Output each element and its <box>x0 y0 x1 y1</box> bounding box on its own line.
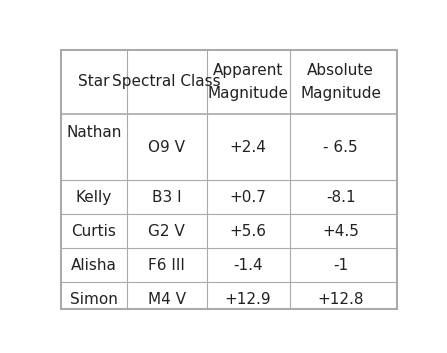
Text: -1: -1 <box>333 258 348 273</box>
Text: B3 I: B3 I <box>152 190 181 205</box>
Text: +5.6: +5.6 <box>230 224 267 239</box>
Text: Curtis: Curtis <box>72 224 116 239</box>
Text: Alisha: Alisha <box>71 258 117 273</box>
Text: Simon: Simon <box>70 292 118 307</box>
Text: M4 V: M4 V <box>148 292 186 307</box>
Text: Apparent
Magnitude: Apparent Magnitude <box>208 63 289 101</box>
Text: Absolute
Magnitude: Absolute Magnitude <box>300 63 381 101</box>
Text: - 6.5: - 6.5 <box>324 140 358 155</box>
Text: Spectral Class: Spectral Class <box>112 74 221 89</box>
Text: +4.5: +4.5 <box>322 224 359 239</box>
Text: Nathan: Nathan <box>66 125 122 140</box>
Text: -8.1: -8.1 <box>326 190 356 205</box>
Text: Star: Star <box>78 74 110 89</box>
Text: F6 III: F6 III <box>148 258 185 273</box>
Text: Kelly: Kelly <box>76 190 112 205</box>
Text: -1.4: -1.4 <box>233 258 263 273</box>
Text: +12.9: +12.9 <box>225 292 271 307</box>
Text: +2.4: +2.4 <box>230 140 266 155</box>
Text: G2 V: G2 V <box>148 224 185 239</box>
Text: O9 V: O9 V <box>148 140 185 155</box>
Text: +0.7: +0.7 <box>230 190 266 205</box>
Text: +12.8: +12.8 <box>317 292 364 307</box>
